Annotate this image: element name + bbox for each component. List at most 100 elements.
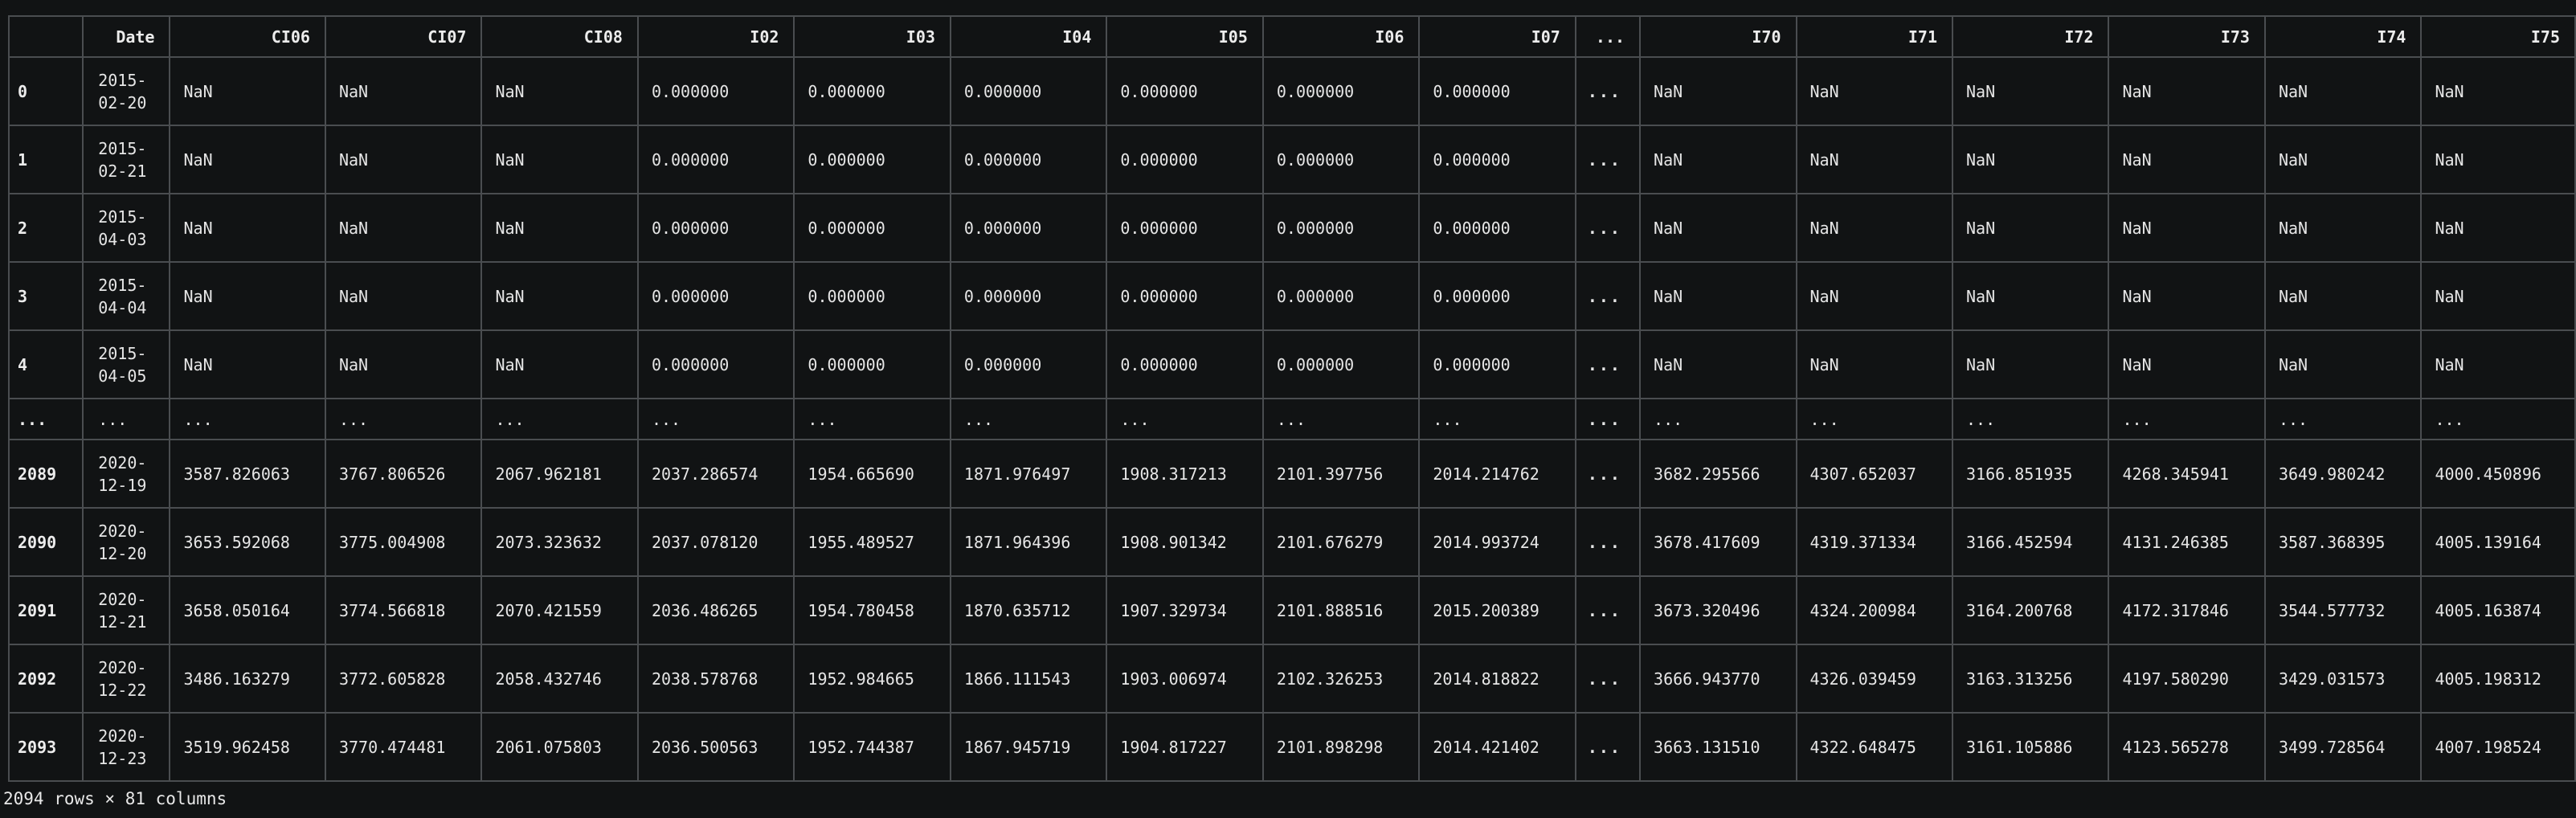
table-cell: 0.000000 [1418, 56, 1576, 126]
ellipsis-cell: ... [1574, 56, 1642, 126]
column-header: I02 [636, 15, 795, 58]
table-cell: 0.000000 [793, 193, 951, 263]
table-cell: 3772.605828 [324, 644, 483, 714]
table-cell: ... [480, 398, 639, 440]
column-header: I03 [793, 15, 951, 58]
table-cell: NaN [1639, 56, 1797, 126]
date-cell-part: 2015- [98, 207, 147, 227]
table-cell: 1954.780458 [793, 575, 951, 645]
table-cell: NaN [2108, 193, 2266, 263]
table-cell: 0.000000 [1106, 329, 1264, 399]
column-header-ellipsis: ... [1574, 15, 1642, 58]
table-cell: NaN [324, 329, 483, 399]
ellipsis-cell: ... [1574, 712, 1642, 782]
date-cell-part: 2020- [98, 726, 147, 746]
table-cell: 1952.984665 [793, 644, 951, 714]
table-cell: 3587.368395 [2263, 507, 2423, 577]
column-header: I75 [2420, 15, 2576, 58]
table-cell: NaN [2420, 261, 2576, 331]
date-cell-part: 12-23 [98, 748, 147, 768]
table-cell: NaN [2263, 329, 2423, 399]
table-cell: 3678.417609 [1639, 507, 1797, 577]
table-cell: NaN [2263, 261, 2423, 331]
column-header: I71 [1795, 15, 1954, 58]
table-cell: 3653.592068 [169, 507, 326, 577]
table-cell: 3164.200768 [1951, 575, 2110, 645]
date-cell-part: 12-19 [98, 475, 147, 495]
table-cell: NaN [1951, 125, 2110, 194]
row-index: 4 [7, 329, 84, 399]
table-cell: NaN [2263, 56, 2423, 126]
table-cell: NaN [2420, 193, 2576, 263]
table-cell: 3767.806526 [324, 439, 483, 509]
date-cell: ... [82, 398, 171, 440]
table-cell: NaN [2263, 193, 2423, 263]
table-cell: 2036.486265 [636, 575, 795, 645]
table-cell: 2037.078120 [636, 507, 795, 577]
table-cell: NaN [480, 261, 639, 331]
date-cell: 2015- 02-21 [82, 125, 171, 194]
row-index: ... [7, 398, 84, 440]
table-cell: 2101.888516 [1261, 575, 1421, 645]
table-cell: 2101.676279 [1261, 507, 1421, 577]
table-cell: 0.000000 [793, 125, 951, 194]
dataframe-table: Date CI06 CI07 CI08 I02 I03 I04 I05 I06 I07... I70… [7, 15, 2576, 782]
table-cell: 4000.450896 [2420, 439, 2576, 509]
table-cell: 2061.075803 [480, 712, 639, 782]
index-header [7, 15, 84, 58]
table-cell: ... [793, 398, 951, 440]
table-cell: 0.000000 [1106, 125, 1264, 194]
column-header: I73 [2108, 15, 2266, 58]
table-cell: NaN [1795, 193, 1954, 263]
table-cell: 1867.945719 [949, 712, 1108, 782]
date-cell: 2015- 04-04 [82, 261, 171, 331]
table-cell: ... [169, 398, 326, 440]
column-header: CI08 [480, 15, 639, 58]
date-cell: 2015- 04-05 [82, 329, 171, 399]
table-cell: 4005.139164 [2420, 507, 2576, 577]
date-cell: 2020- 12-19 [82, 439, 171, 509]
table-cell: 1904.817227 [1106, 712, 1264, 782]
column-header: Date [82, 15, 171, 58]
table-cell: 4005.198312 [2420, 644, 2576, 714]
table-cell: 2101.898298 [1261, 712, 1421, 782]
table-cell: 1954.665690 [793, 439, 951, 509]
table-cell: 3770.474481 [324, 712, 483, 782]
table-cell: 2067.962181 [480, 439, 639, 509]
date-cell-part: 12-21 [98, 611, 147, 632]
date-cell-part: 2015- [98, 275, 147, 295]
table-cell: ... [1795, 398, 1954, 440]
table-cell: NaN [2420, 56, 2576, 126]
date-cell-part: 02-20 [98, 92, 147, 112]
table-cell: 2038.578768 [636, 644, 795, 714]
header-row: Date CI06 CI07 CI08 I02 I03 I04 I05 I06 I07... I70… [7, 15, 2576, 58]
table-row: 3 2015- 04-04 NaN NaN NaN 0.000000 0.000000 0.00… [7, 261, 2576, 331]
table-cell: 2070.421559 [480, 575, 639, 645]
table-cell: 0.000000 [949, 261, 1108, 331]
ellipsis-cell: ... [1574, 261, 1642, 331]
row-index: 2090 [7, 507, 84, 577]
table-cell: 3161.105886 [1951, 712, 2110, 782]
date-cell-part: 2015- [98, 343, 147, 363]
table-cell: 2036.500563 [636, 712, 795, 782]
table-cell: 1870.635712 [949, 575, 1108, 645]
column-header: I74 [2263, 15, 2423, 58]
table-cell: 4131.246385 [2108, 507, 2266, 577]
date-cell-part: 02-21 [98, 161, 147, 181]
table-cell: NaN [169, 329, 326, 399]
table-cell: NaN [2108, 56, 2266, 126]
table-cell: NaN [324, 125, 483, 194]
table-cell: NaN [2263, 125, 2423, 194]
table-cell: 3544.577732 [2263, 575, 2423, 645]
table-cell: 0.000000 [949, 56, 1108, 126]
table-cell: 3486.163279 [169, 644, 326, 714]
table-cell: 3519.962458 [169, 712, 326, 782]
table-cell: 1907.329734 [1106, 575, 1264, 645]
table-cell: 0.000000 [636, 261, 795, 331]
table-cell: NaN [169, 261, 326, 331]
date-cell-part: 04-04 [98, 297, 147, 317]
table-cell: NaN [2108, 261, 2266, 331]
table-cell: 4197.580290 [2108, 644, 2266, 714]
table-cell: ... [949, 398, 1108, 440]
date-cell: 2020- 12-21 [82, 575, 171, 645]
